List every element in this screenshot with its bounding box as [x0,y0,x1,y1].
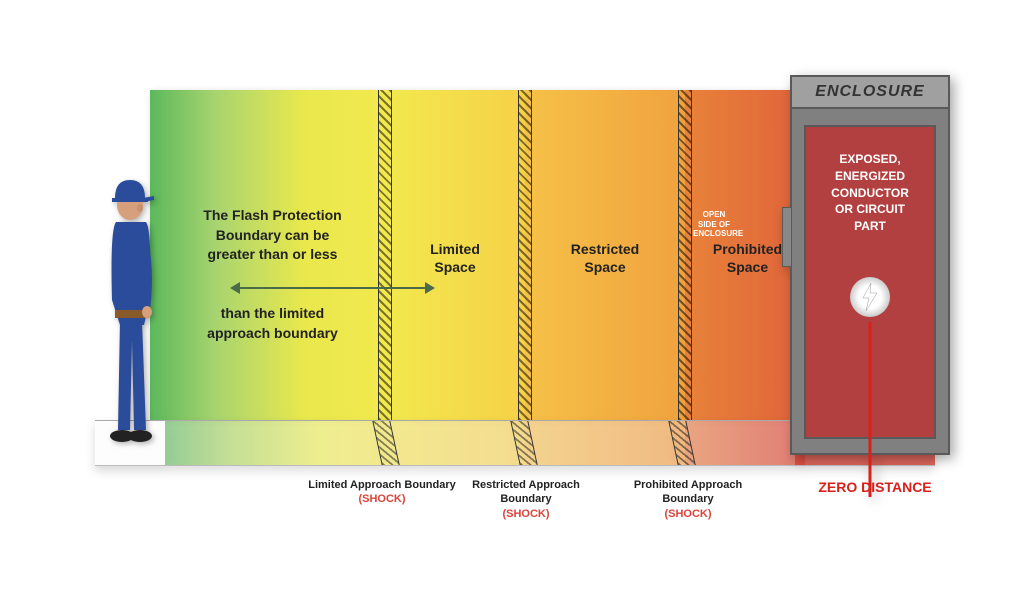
enclosure-title: ENCLOSURE [792,77,948,109]
enclosure: ENCLOSURE EXPOSED,ENERGIZEDCONDUCTOROR C… [790,75,950,455]
enclosure-notch [782,207,792,267]
zone-label-restricted: RestrictedSpace [525,240,685,276]
label-restricted-approach: Restricted Approach Boundary (SHOCK) [446,478,606,521]
open-side-label: OPENSIDE OFENCLOSURE [693,210,735,239]
enclosure-body-text: EXPOSED,ENERGIZEDCONDUCTOROR CIRCUITPART [816,151,924,235]
label-limited-approach: Limited Approach Boundary (SHOCK) [302,478,462,507]
label-zero-distance: ZERO DISTANCE [795,478,955,496]
label-prohibited-approach: Prohibited Approach Boundary (SHOCK) [608,478,768,521]
enclosure-inner: EXPOSED,ENERGIZEDCONDUCTOROR CIRCUITPART [804,125,936,439]
zone-label-limited: LimitedSpace [385,240,525,276]
flash-protection-text-1: The Flash ProtectionBoundary can begreat… [175,206,370,265]
floor-prohibited [685,421,805,465]
floor-restricted [525,421,685,465]
flash-boundary-arrow [240,287,425,289]
lightning-bolt-icon [850,277,890,317]
floor-safe [165,421,385,465]
floor-limited [385,421,525,465]
flash-protection-text-2: than the limitedapproach boundary [175,304,370,343]
arc-flash-boundary-diagram: The Flash ProtectionBoundary can begreat… [95,90,935,505]
zero-distance-line [869,322,872,497]
worker-figure [90,160,170,455]
